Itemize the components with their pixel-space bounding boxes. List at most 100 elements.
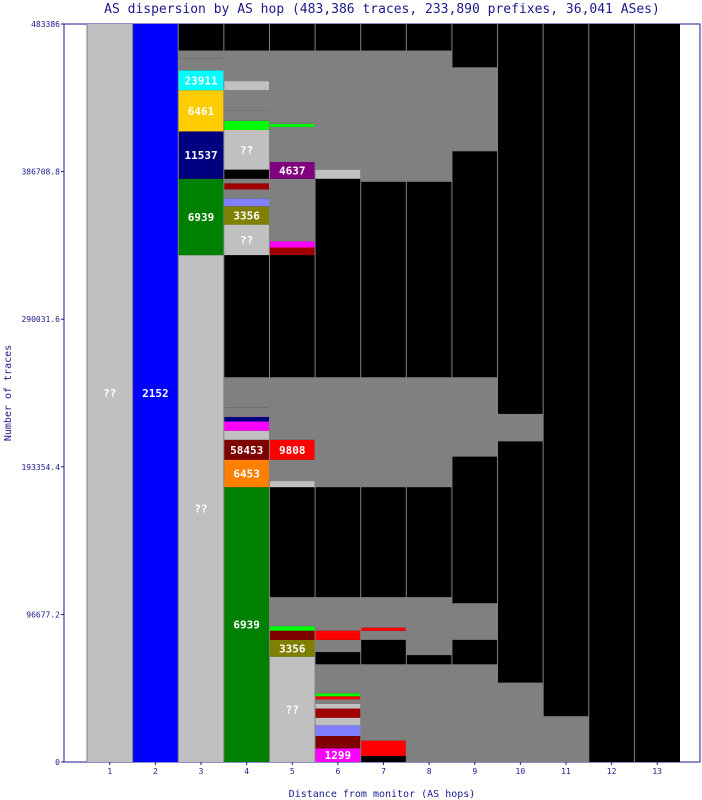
segment-hop8-1	[406, 597, 452, 656]
segment-hop6-8	[315, 693, 361, 697]
segment-hop6-2	[315, 725, 361, 737]
segment-hop7-4	[360, 627, 407, 631]
segment-label-hop1-0: ??	[103, 387, 116, 400]
segment-hop4-3	[223, 430, 270, 440]
segment-label-hop3-3: 6461	[188, 105, 215, 118]
segment-hop5-10	[269, 241, 316, 248]
segment-hop5-13	[269, 126, 316, 162]
segment-hop5-9	[269, 247, 316, 256]
segment-hop6-11	[315, 630, 361, 640]
segment-hop4-14	[223, 129, 270, 170]
hop-column-10	[497, 24, 544, 762]
segment-label-hop4-2: 58453	[230, 444, 263, 457]
segment-hop6-15	[315, 50, 361, 170]
segment-hop8-0	[406, 664, 452, 762]
segment-hop5-6	[269, 459, 316, 482]
segment-hop6-5	[315, 703, 361, 709]
segment-label-hop4-14: ??	[240, 144, 253, 157]
segment-hop6-7	[315, 696, 361, 700]
segment-hop4-18	[223, 81, 270, 91]
y-tick-label-1: 96677.2	[26, 610, 60, 619]
segment-hop6-4	[315, 708, 361, 718]
hop-column-3: ?? 6939 11537 6461 23911	[177, 24, 224, 762]
segment-hop4-12	[223, 183, 270, 190]
segment-hop6-6	[315, 699, 361, 704]
segment-hop5-2	[269, 630, 316, 640]
segment-hop4-1	[223, 459, 270, 488]
hop-column-4: 6939 6453 58453?? 3356??	[223, 24, 270, 762]
x-axis-label: Distance from monitor (AS hops)	[289, 789, 476, 800]
segment-hop5-15	[269, 50, 316, 124]
segment-hop4-19	[223, 50, 270, 82]
segment-hop5-1	[269, 639, 316, 657]
y-tick-label-2: 193354.4	[21, 463, 60, 472]
segment-label-hop6-0: 1299	[325, 749, 352, 762]
x-tick-label-13: 13	[652, 767, 662, 776]
segment-label-hop4-0: 6939	[233, 619, 260, 632]
segment-label-hop5-7: 9808	[279, 444, 306, 457]
segment-hop4-17	[223, 90, 270, 111]
x-tick-label-2: 2	[153, 767, 158, 776]
x-tick-label-8: 8	[427, 767, 432, 776]
segment-hop5-8	[269, 377, 316, 440]
segment-hop7-0	[360, 740, 407, 756]
segment-hop3-3	[178, 90, 224, 132]
segment-hop4-11	[223, 189, 270, 199]
segment-hop5-12	[269, 161, 316, 179]
segment-hop5-5	[269, 481, 316, 488]
segment-hop4-7	[223, 377, 270, 408]
segment-hop4-2	[223, 439, 270, 460]
x-tick-label-10: 10	[516, 767, 526, 776]
segment-hop7-6	[360, 377, 407, 488]
segment-hop4-16	[223, 110, 270, 121]
x-axis: 1 2 3 4 5 6 7 8 9 10 11 12 13	[107, 762, 662, 776]
segment-label-hop4-8: ??	[240, 234, 253, 247]
hop-column-7	[360, 24, 407, 762]
hop-column-5: ?? 3356 9808 4637	[268, 24, 316, 762]
segment-hop10-1	[497, 413, 544, 442]
y-axis-label: Number of traces	[3, 345, 14, 441]
segment-hop3-0	[178, 255, 224, 762]
y-tick-label-0: 0	[55, 758, 60, 767]
segment-hop6-12	[315, 597, 361, 631]
segment-hop3-1	[178, 178, 224, 256]
segment-label-hop3-1: 6939	[188, 211, 215, 224]
hop-column-9	[451, 24, 498, 762]
segment-label-hop5-12: 4637	[279, 164, 306, 177]
plot-area: ?? 2152?? 6939 11537 6461 23911 6939 6453 58453?…	[86, 24, 680, 762]
segment-label-hop4-9: 3356	[233, 209, 260, 222]
segment-hop6-14	[315, 169, 361, 179]
segment-hop4-6	[223, 407, 270, 417]
segment-hop8-2	[406, 377, 452, 488]
hop-column-6: 1299	[314, 24, 361, 762]
x-tick-label-1: 1	[107, 767, 112, 776]
segment-label-hop4-1: 6453	[233, 467, 260, 480]
segment-hop5-0	[269, 656, 316, 762]
segment-hop7-3	[360, 630, 407, 640]
x-tick-label-6: 6	[335, 767, 340, 776]
hop-column-11	[542, 24, 589, 762]
segment-hop3-2	[178, 131, 224, 179]
segment-hop6-0	[315, 748, 361, 762]
segment-hop6-1	[315, 736, 361, 749]
segment-label-hop3-0: ??	[194, 503, 207, 516]
segment-hop4-15	[223, 120, 270, 130]
segment-hop4-5	[223, 416, 270, 422]
segment-hop4-9	[223, 206, 270, 225]
segment-hop2-0	[132, 24, 179, 762]
y-axis: 0 96677.2 193354.4 290031.6 386708.8 483386	[21, 20, 64, 767]
segment-hop3-4	[178, 70, 224, 91]
segment-hop6-9	[315, 664, 361, 694]
x-tick-label-9: 9	[472, 767, 477, 776]
segment-hop5-14	[269, 123, 316, 127]
segment-hop7-2	[360, 664, 407, 732]
segment-hop5-7	[269, 439, 316, 460]
segment-hop10-0	[497, 682, 544, 762]
segment-hop9-1	[451, 603, 498, 640]
segment-label-hop3-4: 23911	[184, 74, 217, 87]
segment-hop8-3	[406, 50, 452, 182]
segment-hop1-0	[87, 24, 133, 762]
segment-label-hop2-0: 2152	[142, 387, 169, 400]
segment-hop9-3	[451, 67, 498, 152]
